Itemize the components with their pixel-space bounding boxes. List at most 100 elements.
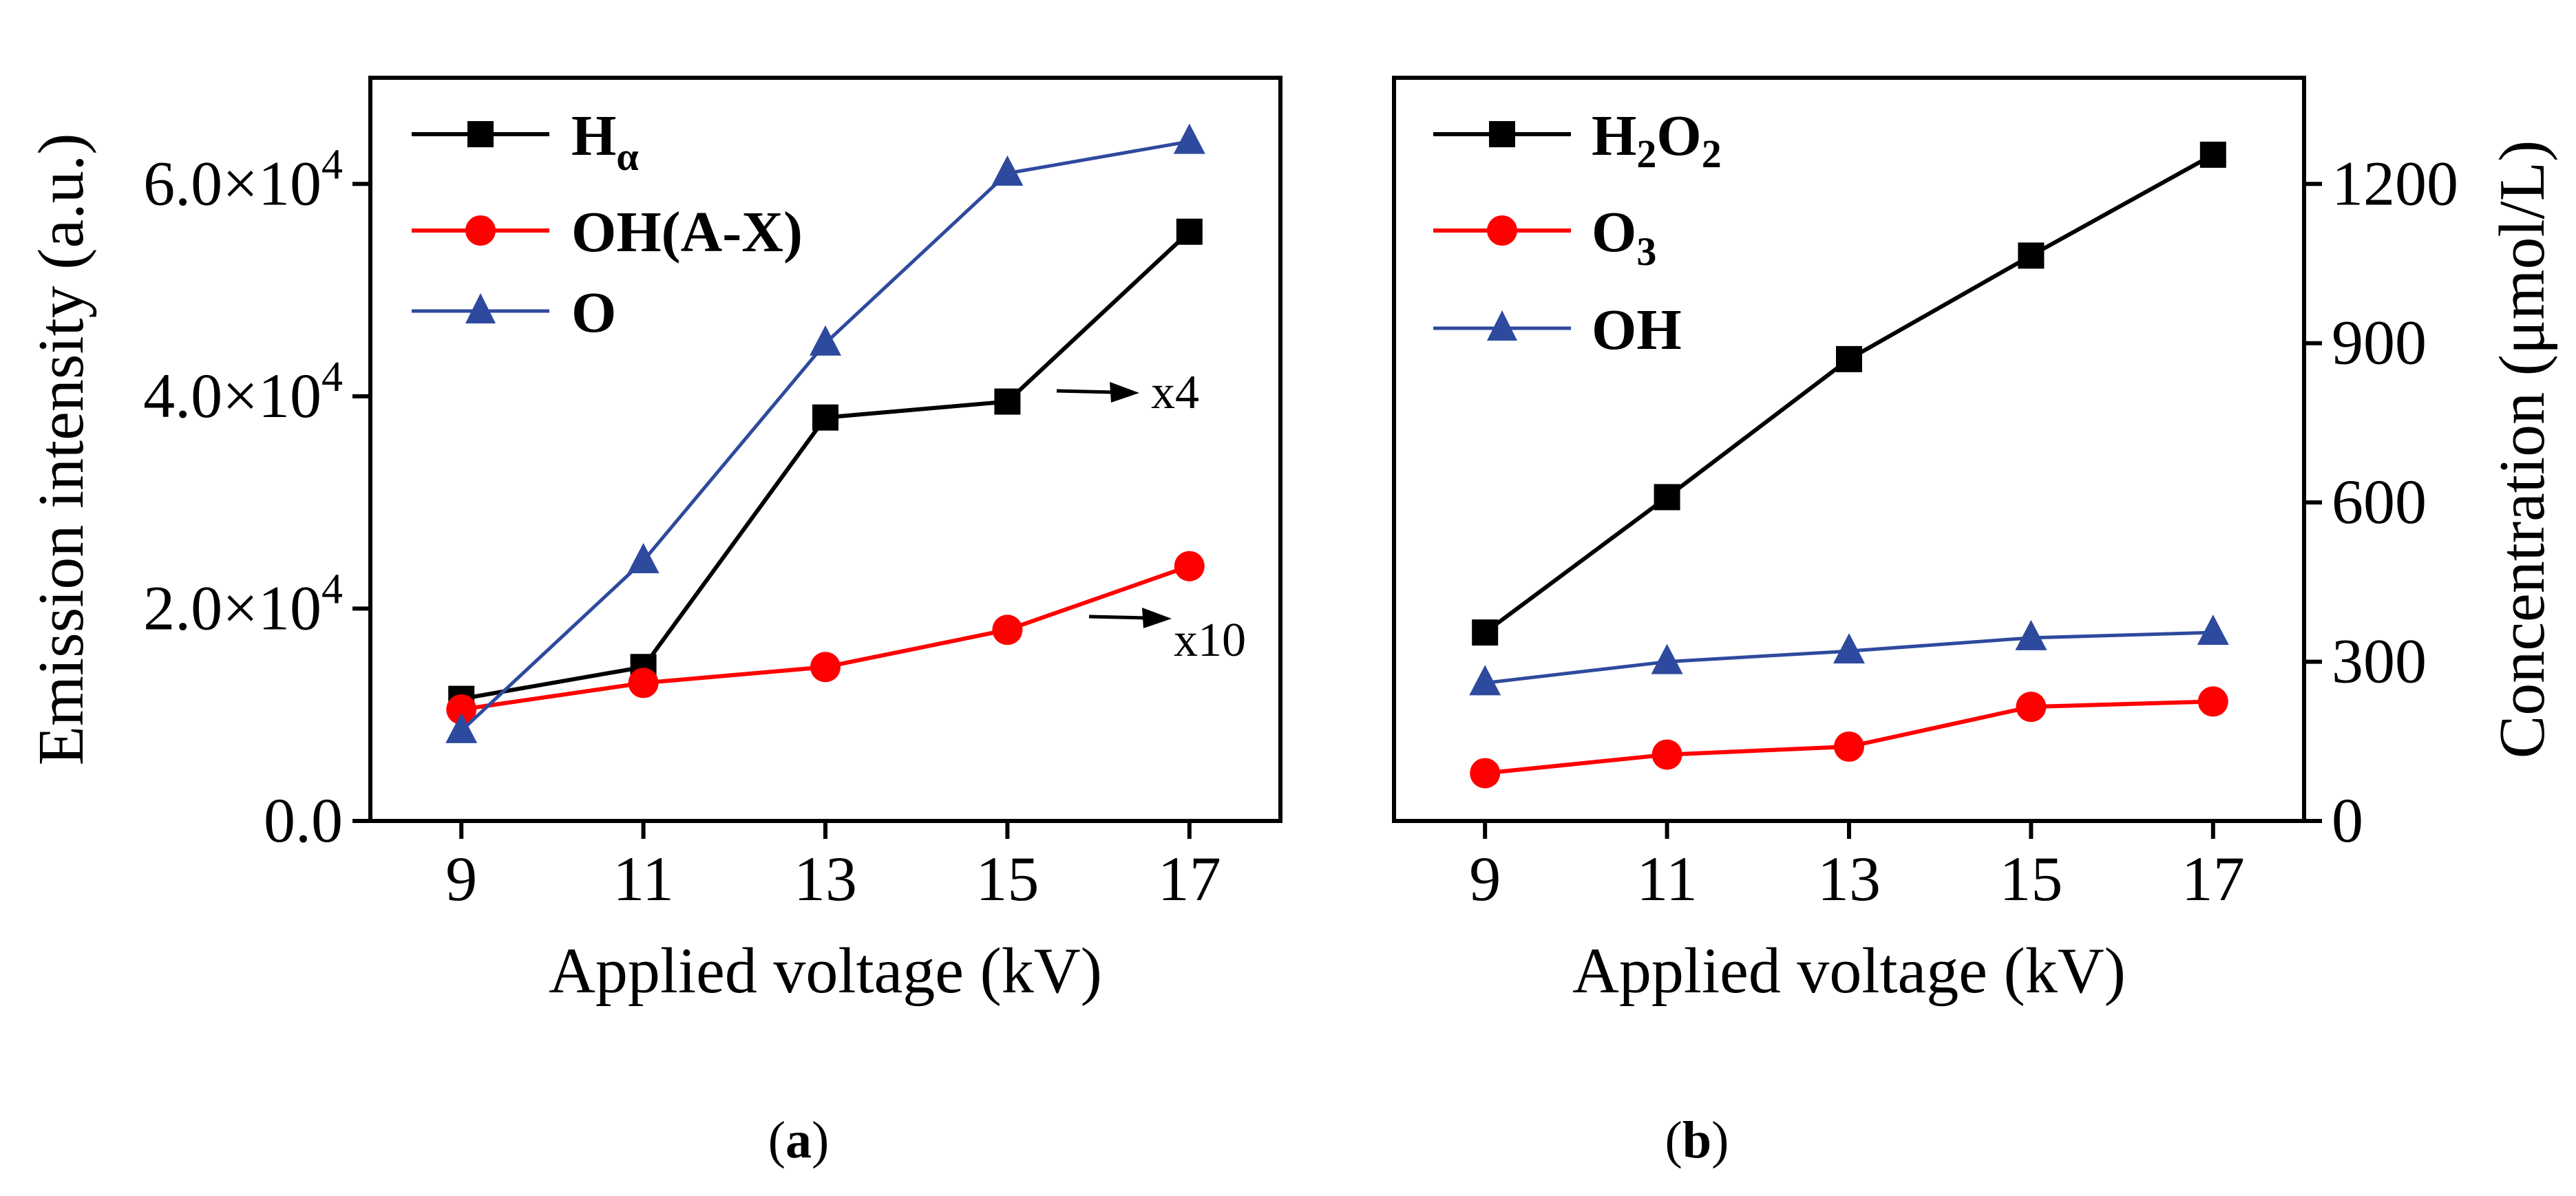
panel-b-point-h2o2-0-15 <box>2018 242 2045 269</box>
panel-a-x-tick-label: 13 <box>794 844 857 914</box>
panel-b-point-h2o2-0-11 <box>1654 484 1680 511</box>
panel-b-point-o-1-15 <box>2016 692 2047 723</box>
legend-label-o3-main: O <box>1592 200 1636 264</box>
panel-b-label-letter: b <box>1682 1111 1711 1169</box>
panel-a-point-oh-a-x-1-13 <box>810 652 841 683</box>
panel-a-x-tick-label: 9 <box>445 844 477 914</box>
panel-b-point-oh-2-15 <box>2015 619 2047 650</box>
legend-label-h2o2-o: O <box>1656 104 1701 168</box>
legend-marker-h-alpha <box>467 121 494 147</box>
panel-b-point-h2o2-0-13 <box>1836 345 1862 372</box>
panel-b-point-o-1-17 <box>2197 686 2228 717</box>
panel-a-point-h-0-15 <box>994 388 1021 415</box>
panel-b-plot-frame <box>1392 76 2306 823</box>
panel-b-x-tick-label: 17 <box>2182 844 2245 914</box>
panel-b-x-tick-label: 9 <box>1469 844 1501 914</box>
legend-label-h-alpha-main: H <box>571 104 616 168</box>
panel-a-point-oh-a-x-1-9 <box>446 694 477 725</box>
panel-b-series <box>1469 141 2229 789</box>
legend-marker-oh <box>1487 310 1517 341</box>
panel-a-series-line-oh-a-x-1 <box>461 564 1190 712</box>
legend-label-h2o2-h: H <box>1592 104 1636 168</box>
legend-marker-h2o2 <box>1489 121 1515 147</box>
legend-label-o: O <box>571 281 616 345</box>
panel-b-x-axis-title: Applied voltage (kV) <box>1572 935 2126 1007</box>
panel-b-point-o-1-9 <box>1470 758 1501 789</box>
legend-label-oh-a-x: OH(A-X) <box>571 200 803 264</box>
panel-a-x-tick-label: 11 <box>613 844 674 914</box>
panel-a-y-axis-title: Emission intensity (a.u.) <box>25 133 97 765</box>
panel-a-y-tick-label-base: 0.0 <box>264 785 343 855</box>
panel-a-plot-frame <box>368 76 1282 823</box>
panel-a-annotation-x4: x4 <box>1056 366 1199 419</box>
legend-marker-oh-a-x <box>465 215 496 246</box>
panel-a-x-ticks: 9 11 13 15 17 <box>445 821 1221 914</box>
annotation-arrow-x10 <box>1088 615 1147 620</box>
legend-entry-oh: OH <box>1433 298 1682 362</box>
panel-a-label: (a) <box>768 1111 830 1169</box>
panel-a-annotation-x10: x10 <box>1088 608 1246 667</box>
panel-a-x-axis-title: Applied voltage (kV) <box>549 935 1102 1007</box>
panel-b-y-ticks: 0 300 600 900 1200 <box>2304 148 2458 855</box>
legend-label-oh: OH <box>1592 298 1682 362</box>
legend-marker-o3 <box>1487 215 1517 246</box>
panel-b-point-h2o2-0-9 <box>1472 619 1499 646</box>
panel-a-y-tick-label-exp: 4 <box>321 141 343 188</box>
panel-a-series-line-o-2 <box>460 140 1190 732</box>
legend-label-o3-sub: 3 <box>1636 229 1656 274</box>
panel-b-y-tick-label: 1200 <box>2332 148 2458 218</box>
panel-a-point-o-2-17 <box>1173 123 1205 154</box>
legend-entry-h-alpha: Hα <box>412 104 639 179</box>
panel-a-point-o-2-13 <box>810 325 841 356</box>
panel-a-y-tick-label-base: 4.0×10 <box>143 361 321 431</box>
legend-label-h2o2-sub2: 2 <box>1702 131 1722 176</box>
panel-a-point-o-2-15 <box>991 155 1024 186</box>
panel-a-label-open: ( <box>768 1111 785 1169</box>
panel-b-x-tick-label: 13 <box>1817 844 1881 914</box>
annotation-arrow-x4 <box>1056 389 1115 394</box>
panel-b-x-ticks: 9 11 13 15 17 <box>1469 821 2245 914</box>
panel-b-y-tick-label: 600 <box>2332 467 2427 537</box>
panel-b-label-open: ( <box>1665 1111 1682 1169</box>
annotation-text-x4: x4 <box>1151 366 1199 419</box>
panel-a-point-h-0-17 <box>1176 218 1203 245</box>
legend-entry-oh-a-x: OH(A-X) <box>412 200 803 264</box>
panel-b-y-tick-label: 0 <box>2332 785 2363 855</box>
panel-b-legend: H2O2 O3 OH <box>1433 104 1722 362</box>
panel-b-y-axis-title: Concentration (μmol/L) <box>2487 140 2558 759</box>
panel-a-x-tick-label: 15 <box>975 844 1039 914</box>
panel-a-x-tick-label: 17 <box>1158 844 1221 914</box>
legend-label-h-alpha-sub: α <box>616 134 638 179</box>
panel-b-y-tick-label: 900 <box>2332 308 2427 378</box>
panel-a-legend: Hα OH(A-X) O <box>412 104 803 345</box>
panel-b-y-tick-label: 300 <box>2332 626 2427 696</box>
panel-a-label-letter: a <box>785 1111 812 1169</box>
panel-a-point-oh-a-x-1-15 <box>992 615 1023 645</box>
panel-b-label: (b) <box>1665 1111 1729 1169</box>
panel-a-point-o-2-9 <box>445 712 478 743</box>
panel-b-point-o-1-11 <box>1651 739 1682 770</box>
panel-a-y-tick-label: 0.0 <box>264 785 343 855</box>
annotation-text-x10: x10 <box>1174 614 1246 667</box>
panel-a-point-o-2-11 <box>627 543 659 573</box>
panel-a-label-close: ) <box>812 1111 829 1169</box>
legend-entry-h2o2: H2O2 <box>1433 104 1722 176</box>
panel-b-x-tick-label: 11 <box>1636 844 1698 914</box>
panel-b-point-oh-2-9 <box>1469 665 1501 696</box>
panel-a-y-tick-label-base: 2.0×10 <box>143 573 321 643</box>
panel-a-point-oh-a-x-1-17 <box>1174 551 1205 581</box>
panel-a-y-tick-label-exp: 4 <box>321 354 343 401</box>
panel-b-point-oh-2-17 <box>2197 615 2229 645</box>
panel-b-point-oh-2-11 <box>1651 643 1683 674</box>
legend-label-h-alpha: Hα <box>571 104 639 179</box>
legend-entry-o3: O3 <box>1433 200 1656 274</box>
legend-label-h2o2: H2O2 <box>1592 104 1722 176</box>
annotation-arrowhead-x10 <box>1142 608 1172 628</box>
panel-a-series <box>445 123 1205 743</box>
panel-a-y-tick-label: 2.0×104 <box>143 566 343 643</box>
